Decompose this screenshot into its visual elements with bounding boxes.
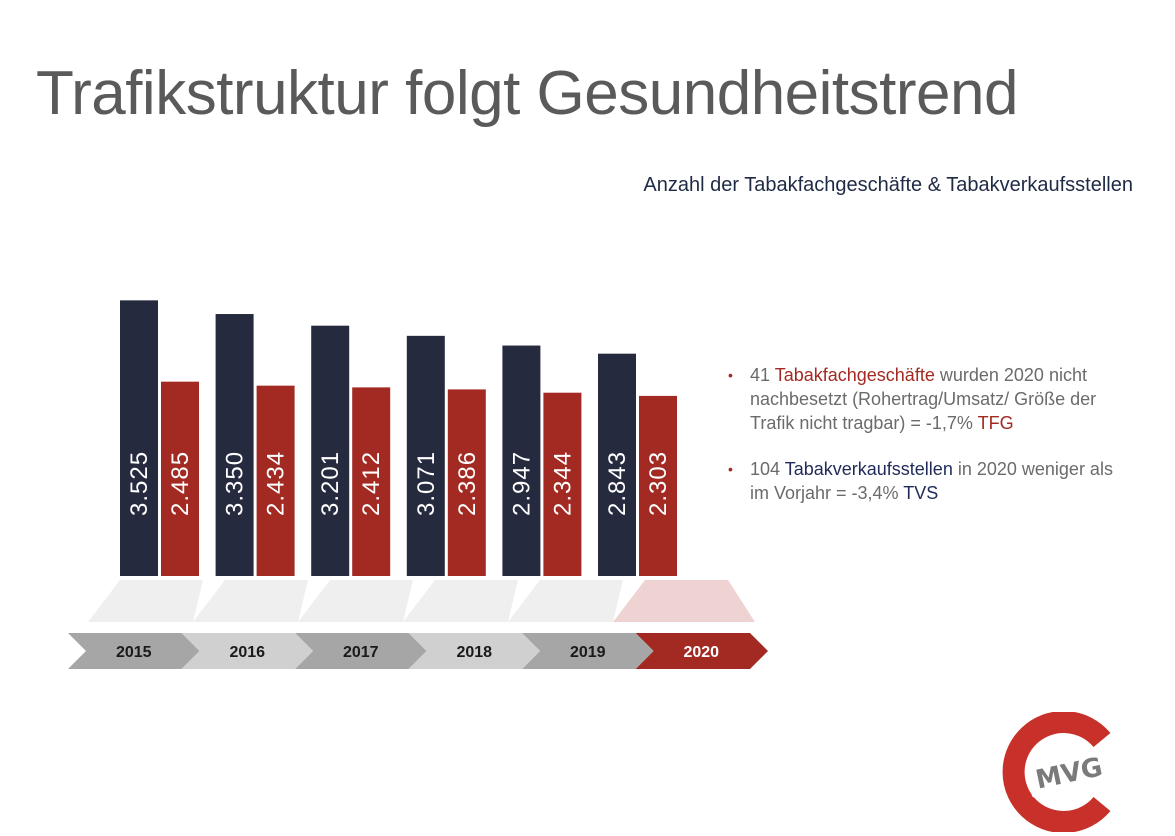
year-label: 2018 xyxy=(456,644,492,661)
bar-value-label: 3.201 xyxy=(317,451,344,516)
bar-2018-s0 xyxy=(406,335,445,576)
year-label: 2017 xyxy=(343,644,379,661)
bar-2020-s1 xyxy=(639,395,677,576)
note-tfg: • 41 Tabakfachgeschäfte wurden 2020 nich… xyxy=(728,363,1128,435)
note-text: in 2020 weniger als im Vorjahr = -3,4% xyxy=(750,459,1113,503)
bar-2016-s0 xyxy=(215,314,254,576)
logo-plate xyxy=(1025,748,1113,798)
note-number: 41 xyxy=(750,365,771,385)
bar-value-label: 2.386 xyxy=(454,451,481,516)
year-arrow-2019 xyxy=(522,633,654,669)
platform-2019 xyxy=(508,580,623,622)
bar-2015-s0 xyxy=(120,300,158,576)
bar-value-label: 2.303 xyxy=(645,451,672,516)
mvg-logo: MVG xyxy=(1002,712,1113,832)
year-arrow-2018 xyxy=(408,633,540,669)
bar-value-label: 3.525 xyxy=(126,451,153,516)
bar-2016-s1 xyxy=(256,385,295,576)
bar-value-label: 3.350 xyxy=(222,451,249,516)
year-label: 2019 xyxy=(570,644,606,661)
platform-2015 xyxy=(88,580,203,622)
bar-2015-s1 xyxy=(161,381,199,576)
bar-2017-s1 xyxy=(352,387,391,576)
bar-value-label: 2.947 xyxy=(508,451,535,516)
bar-value-label: 3.071 xyxy=(413,451,440,516)
platform-2018 xyxy=(403,580,518,622)
note-tvs: • 104 Tabakverkaufsstellen in 2020 wenig… xyxy=(728,457,1128,505)
year-label: 2016 xyxy=(229,644,265,661)
platform-2017 xyxy=(298,580,413,622)
year-arrow-2017 xyxy=(295,633,427,669)
bar-value-label: 2.344 xyxy=(549,451,576,516)
note-number: 104 xyxy=(750,459,781,479)
year-arrow-2020 xyxy=(635,633,768,669)
bar-2017-s0 xyxy=(311,325,350,576)
platform-2016 xyxy=(193,580,308,622)
note-tag: TFG xyxy=(977,413,1014,433)
bullet-icon: • xyxy=(728,461,733,477)
notes-list: • 41 Tabakfachgeschäfte wurden 2020 nich… xyxy=(728,363,1128,527)
bar-2019-s1 xyxy=(543,392,582,576)
bar-chart: 3.525 2.485 3.350 2.434 3.201 2.412 3.071 2.386… xyxy=(68,300,768,669)
bar-2018-s1 xyxy=(447,389,486,576)
page-title: Trafikstruktur folgt Gesundheitstrend xyxy=(36,59,1018,128)
year-label: 2020 xyxy=(683,644,719,661)
logo-text: MVG xyxy=(1033,752,1105,795)
note-term: Tabakfachgeschäfte xyxy=(774,365,935,385)
note-text: wurden 2020 nicht nachbesetzt (Rohertrag… xyxy=(750,365,1097,433)
note-tag: TVS xyxy=(903,483,939,503)
bar-value-label: 2.412 xyxy=(358,451,385,516)
note-term: Tabakverkaufsstellen xyxy=(784,459,953,479)
bar-2019-s0 xyxy=(502,345,541,576)
bar-2020-s0 xyxy=(598,353,636,576)
bar-value-label: 2.485 xyxy=(167,451,194,516)
platform-2020 xyxy=(613,580,755,622)
year-label: 2015 xyxy=(116,644,152,661)
logo-ring xyxy=(1002,712,1111,832)
chart-subtitle: Anzahl der Tabakfachgeschäfte & Tabakver… xyxy=(643,174,1133,196)
year-arrow-2015 xyxy=(68,633,200,669)
year-arrow-2016 xyxy=(181,633,313,669)
bar-value-label: 2.843 xyxy=(604,451,631,516)
bullet-icon: • xyxy=(728,367,733,383)
bar-value-label: 2.434 xyxy=(263,451,290,516)
